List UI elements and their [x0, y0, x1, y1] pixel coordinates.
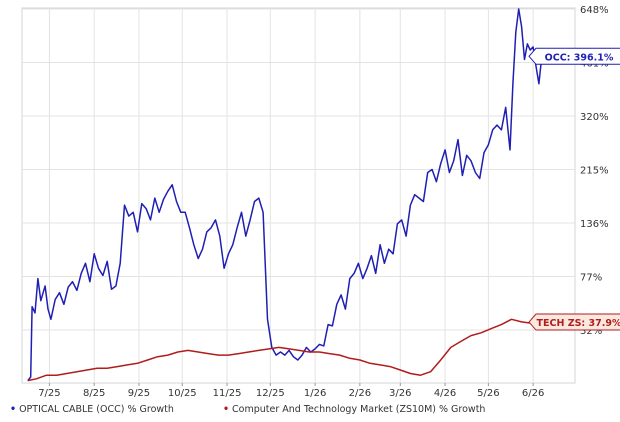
- legend: • OPTICAL CABLE (OCC) % Growth • Computer …: [10, 404, 531, 415]
- series-line-occ: [27, 8, 543, 382]
- end-label-text: TECH ZS: 37.9%: [537, 318, 620, 329]
- legend-item-tech: • Computer And Technology Market (ZS10M) …: [223, 404, 486, 415]
- x-tick-label: 7/25: [38, 388, 60, 399]
- y-tick-label: 136%: [580, 219, 609, 230]
- legend-item-occ: • OPTICAL CABLE (OCC) % Growth: [10, 404, 174, 415]
- chart: 7/25 8/25 9/25 10/25 11/25 12/25 1/26 2/26 3/26 4…: [21, 5, 620, 399]
- x-tick-label: 10/25: [168, 388, 197, 399]
- end-label-text: OCC: 396.1%: [545, 52, 614, 63]
- x-tick-label: 9/25: [128, 388, 150, 399]
- end-label-box: [528, 47, 620, 65]
- x-tick-label: 11/25: [213, 388, 242, 399]
- end-labels: OCC: 396.1% TECH ZS: 37.9%: [528, 47, 620, 331]
- x-axis: 7/25 8/25 9/25 10/25 11/25 12/25 1/26 2/26 3/26 4…: [38, 383, 544, 399]
- end-label-tech: TECH ZS: 37.9%: [528, 313, 620, 331]
- x-tick-label: 5/26: [477, 388, 499, 399]
- legend-swatch-occ: •: [10, 404, 17, 415]
- legend-label-tech: Computer And Technology Market (ZS10M) %…: [232, 404, 486, 415]
- x-tick-label: 6/26: [522, 388, 544, 399]
- legend-swatch-tech: •: [222, 404, 230, 415]
- plot-area: [21, 7, 576, 384]
- x-tick-label: 2/26: [349, 388, 371, 399]
- end-label-box: [528, 313, 620, 331]
- y-tick-label: 648%: [580, 5, 609, 16]
- series-layer: [27, 8, 543, 382]
- y-tick-label: 215%: [580, 166, 609, 177]
- x-tick-label: 12/25: [256, 388, 285, 399]
- x-tick-label: 3/26: [389, 388, 411, 399]
- x-tick-label: 4/26: [434, 388, 456, 399]
- y-tick-label: 32%: [580, 326, 602, 337]
- x-tick-label: 8/25: [83, 388, 105, 399]
- end-label-occ: OCC: 396.1%: [528, 47, 620, 65]
- y-tick-label: 320%: [580, 112, 609, 123]
- legend-label-occ: OPTICAL CABLE (OCC) % Growth: [19, 404, 174, 415]
- series-line-tech: [27, 318, 542, 382]
- grid-lines: [22, 8, 575, 383]
- x-tick-label: 1/26: [304, 388, 326, 399]
- y-tick-label: 77%: [580, 273, 602, 284]
